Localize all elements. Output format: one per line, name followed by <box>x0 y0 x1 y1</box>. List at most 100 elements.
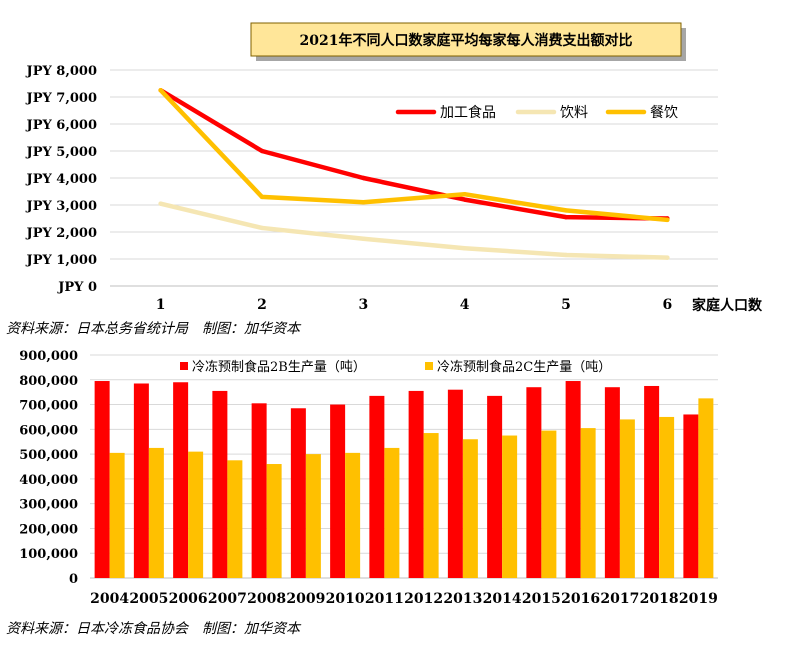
chart2-bar-2b <box>408 390 424 578</box>
chart2-legend-swatch <box>425 362 433 370</box>
chart2-y-tick-label: 400,000 <box>19 473 78 488</box>
chart2-bar-2b <box>683 414 699 578</box>
chart2-x-tick-label: 2008 <box>247 591 286 607</box>
chart2-bar-2c <box>698 398 714 578</box>
chart2-y-tick-label: 300,000 <box>19 498 78 513</box>
chart1-series-line-2 <box>158 201 670 260</box>
chart1-data-point <box>259 148 265 154</box>
chart2-bar-2c <box>423 433 439 578</box>
chart2-x-tick-label: 2004 <box>90 591 129 607</box>
chart2-bar-2b <box>369 395 385 578</box>
chart2-bar-2b <box>604 387 620 578</box>
chart1-y-tick-label: JPY 2,000 <box>26 226 97 241</box>
chart1-data-point <box>259 194 265 200</box>
chart2-y-tick-label: 600,000 <box>19 423 78 438</box>
chart2-x-tick-label: 2015 <box>522 591 561 607</box>
chart2-x-tick-label: 2005 <box>129 591 168 607</box>
chart1-data-point <box>462 192 467 197</box>
chart1-y-tick-label: JPY 6,000 <box>26 118 97 133</box>
chart2-bar-2c <box>502 435 518 578</box>
chart2-bar-2b <box>212 390 228 578</box>
chart2-bar-2b <box>526 387 542 578</box>
chart2-bar-2c <box>266 464 282 578</box>
chart1-y-tick-label: JPY 1,000 <box>26 253 97 268</box>
chart1-data-point <box>361 236 366 241</box>
chart1-x-tick-label: 6 <box>662 297 672 313</box>
chart1-series-line-1 <box>158 88 670 221</box>
chart2-x-tick-label: 2016 <box>561 591 600 607</box>
chart1-data-point <box>158 201 163 206</box>
chart1-legend-label: 饮料 <box>560 105 588 121</box>
chart1-data-point <box>563 208 569 213</box>
chart1-data-point <box>259 225 265 231</box>
chart2-bar-2b <box>133 383 149 578</box>
chart2-bar-2c <box>619 419 635 578</box>
chart2-y-tick-label: 0 <box>69 572 78 587</box>
chart2-bar-2c <box>659 416 675 578</box>
chart2-x-tick-label: 2012 <box>404 591 443 607</box>
chart2-legend-label: 冷冻预制食品2C生产量（吨） <box>437 359 611 375</box>
chart1-x-tick-label: 5 <box>561 297 571 313</box>
chart2-bar-2c <box>462 439 478 578</box>
chart2-y-tick-label: 500,000 <box>19 448 78 463</box>
chart1-title: 2021年不同人口数家庭平均每家每人消费支出额对比 <box>300 32 633 49</box>
chart1-legend-label: 餐饮 <box>650 105 678 121</box>
chart2-bar-2b <box>447 389 463 578</box>
chart1-legend-label: 加工食品 <box>440 104 496 121</box>
chart2-x-tick-label: 2011 <box>365 591 404 607</box>
chart2-bar-2c <box>148 447 164 578</box>
chart2-x-tick-label: 2007 <box>208 591 247 607</box>
chart1-y-tick-label: JPY 5,000 <box>26 145 97 160</box>
chart1-x-tick-label: 4 <box>460 297 470 313</box>
chart2-bar-2b <box>565 381 581 578</box>
chart2-y-tick-label: 700,000 <box>19 399 78 414</box>
chart2-bar-2c <box>345 452 361 578</box>
chart1-data-point <box>158 88 163 93</box>
chart2-bar-2c <box>109 452 125 578</box>
chart2-legend-swatch <box>180 362 188 370</box>
chart1-y-tick-label: JPY 4,000 <box>26 172 97 187</box>
chart1-data-point <box>563 214 569 220</box>
chart2-y-tick-label: 200,000 <box>19 522 78 537</box>
chart1-y-tick-label: JPY 8,000 <box>26 64 97 79</box>
chart2-y-tick-label: 100,000 <box>19 547 78 562</box>
chart1-data-point <box>361 175 366 181</box>
chart2-bar-2b <box>330 404 346 578</box>
chart1-data-point <box>462 197 467 202</box>
chart2-legend-label: 冷冻预制食品2B生产量（吨） <box>192 359 366 375</box>
chart2-x-tick-label: 2019 <box>679 591 718 607</box>
chart1-x-tick-label: 3 <box>358 297 368 313</box>
chart1-x-tick-label: 2 <box>257 297 267 313</box>
chart1-series-line-3 <box>158 88 670 223</box>
chart1-title-box <box>250 22 682 57</box>
chart2-x-tick-label: 2017 <box>600 591 639 607</box>
chart1-data-point <box>462 246 467 251</box>
chart2-source: 资料来源：日本冷冻食品协会 制图：加华资本 <box>6 621 300 637</box>
chart2-bar-2c <box>580 428 596 578</box>
chart1-y-tick-label: JPY 0 <box>57 280 97 295</box>
chart1-x-axis-label: 家庭人口数 <box>692 297 763 314</box>
chart2-y-tick-label: 900,000 <box>19 349 78 364</box>
chart1-y-tick-label: JPY 3,000 <box>26 199 97 214</box>
chart2-bar-2c <box>384 447 400 578</box>
chart2-bar-2c <box>541 430 557 578</box>
chart1-source: 资料来源：日本总务省统计局 制图：加华资本 <box>6 321 300 337</box>
chart2-bar-2b <box>644 385 660 578</box>
chart1-data-point <box>563 252 569 258</box>
chart2-bar-2c <box>188 451 204 578</box>
chart1-data-point <box>665 217 670 223</box>
chart2-bar-2b <box>173 382 189 578</box>
chart2-bar-2b <box>290 408 306 578</box>
chart2-x-tick-label: 2013 <box>443 591 482 607</box>
chart2-bar-2c <box>305 454 321 578</box>
chart2-x-tick-label: 2010 <box>326 591 365 607</box>
chart2-x-tick-label: 2006 <box>169 591 208 607</box>
chart1-data-point <box>665 255 670 260</box>
chart2-y-tick-label: 800,000 <box>19 374 78 389</box>
chart2-bar-2c <box>227 460 243 578</box>
chart2-bar-2b <box>94 381 110 578</box>
chart2-bar-2b <box>251 403 267 578</box>
chart2-x-tick-label: 2009 <box>286 591 325 607</box>
chart1-x-tick-label: 1 <box>156 297 166 313</box>
